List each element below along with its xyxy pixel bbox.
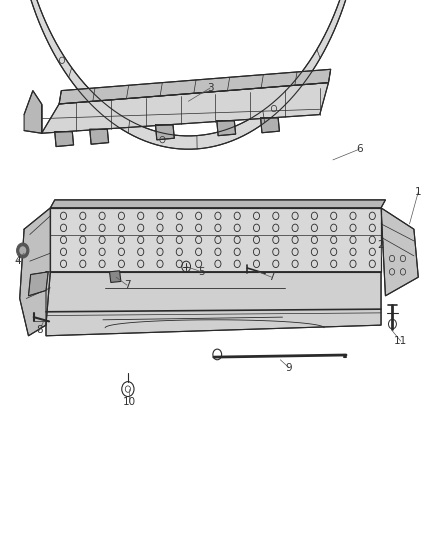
Text: 10: 10 — [123, 398, 136, 407]
Circle shape — [19, 246, 26, 255]
Polygon shape — [46, 272, 381, 336]
Polygon shape — [28, 272, 48, 296]
Polygon shape — [20, 208, 50, 336]
Polygon shape — [42, 83, 328, 133]
Text: 3: 3 — [207, 83, 214, 93]
Polygon shape — [50, 200, 385, 208]
Text: 2: 2 — [378, 240, 385, 250]
Text: 9: 9 — [286, 363, 293, 373]
Polygon shape — [217, 121, 236, 136]
Text: 6: 6 — [356, 144, 363, 154]
Polygon shape — [90, 130, 109, 144]
Polygon shape — [50, 208, 381, 272]
Text: 11: 11 — [394, 336, 407, 346]
Text: 7: 7 — [268, 272, 275, 282]
Text: 1: 1 — [415, 187, 422, 197]
Polygon shape — [19, 0, 358, 149]
Polygon shape — [24, 91, 42, 133]
Polygon shape — [59, 69, 331, 104]
Polygon shape — [55, 132, 74, 147]
Polygon shape — [261, 118, 279, 133]
Circle shape — [17, 243, 29, 258]
Polygon shape — [110, 271, 121, 282]
Text: 4: 4 — [14, 256, 21, 266]
Text: 7: 7 — [124, 280, 131, 290]
Polygon shape — [381, 208, 418, 296]
Polygon shape — [155, 125, 174, 140]
Text: 8: 8 — [36, 326, 43, 335]
Text: 5: 5 — [198, 267, 205, 277]
